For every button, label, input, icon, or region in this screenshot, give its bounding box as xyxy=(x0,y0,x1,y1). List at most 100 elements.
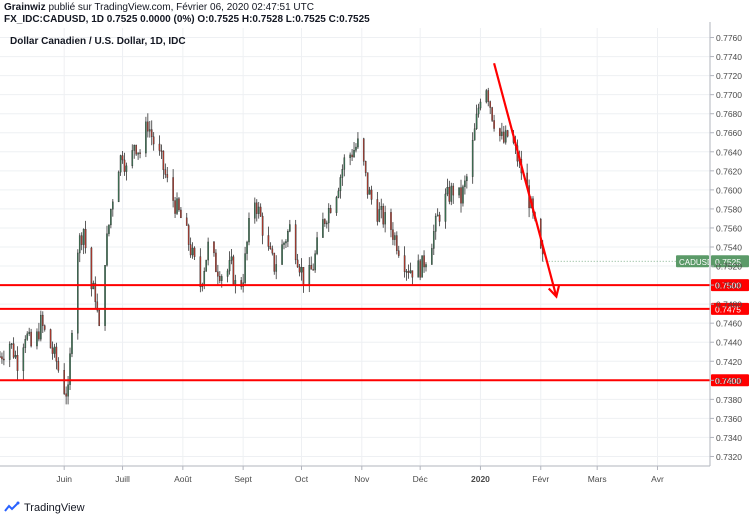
candle-body xyxy=(112,201,114,210)
candle-body xyxy=(300,267,303,273)
candle-body xyxy=(117,171,120,203)
candle-body xyxy=(314,253,316,271)
candle-body xyxy=(106,233,108,266)
x-tick-label: Juill xyxy=(115,474,130,484)
candle-body xyxy=(257,206,260,214)
candle-body xyxy=(473,128,476,141)
candle-body xyxy=(22,347,25,371)
candle-body xyxy=(38,331,40,340)
candle-body xyxy=(438,214,441,222)
candle-body xyxy=(368,189,371,195)
x-tick-label: Mars xyxy=(588,474,607,484)
candle-body xyxy=(135,145,137,155)
candle-body xyxy=(397,250,400,256)
candle-body xyxy=(137,152,139,155)
candle-body xyxy=(178,198,180,211)
x-tick-label: Févr xyxy=(532,474,549,484)
candle-body xyxy=(493,120,495,129)
candle-body xyxy=(78,235,81,254)
author-name[interactable]: Grainwiz xyxy=(4,2,46,13)
candle-body xyxy=(287,231,289,242)
candle-body xyxy=(90,247,93,290)
candle-body xyxy=(164,169,167,175)
candle-body xyxy=(12,343,15,358)
candle-body xyxy=(0,356,1,358)
candle-body xyxy=(176,198,178,214)
price-tag xyxy=(711,279,749,292)
candle-body xyxy=(444,193,447,222)
candle-body xyxy=(71,332,73,354)
candle-body xyxy=(145,121,147,154)
candle-body xyxy=(121,155,124,161)
candle-body xyxy=(193,247,196,257)
candle-body xyxy=(82,228,85,245)
candle-body xyxy=(362,138,365,162)
price-tag-label: 0.7400 xyxy=(715,376,741,386)
candle-body xyxy=(325,222,328,225)
candle-body xyxy=(191,247,194,256)
candle-body xyxy=(434,215,437,232)
candle-body xyxy=(65,393,67,397)
candle-body xyxy=(351,154,353,158)
chart-title: Dollar Canadien / U.S. Dollar, 1D, IDC xyxy=(10,36,186,47)
candle-body xyxy=(417,260,420,278)
y-tick-label: 0.7340 xyxy=(716,433,742,443)
candle-body xyxy=(160,150,163,152)
candle-body xyxy=(477,107,480,115)
candle-body xyxy=(339,177,342,192)
candle-body xyxy=(77,252,79,334)
arrow-shaft[interactable] xyxy=(493,62,558,297)
y-tick-label: 0.7660 xyxy=(716,128,742,138)
candle-body xyxy=(69,353,71,385)
candle-body xyxy=(403,255,406,272)
time-axis[interactable]: Juin Juill Août Sept Oct Nov Déc 2020 Févr Mars Av… xyxy=(0,465,710,484)
candle-body xyxy=(55,346,58,362)
tradingview-logo-icon[interactable] xyxy=(4,501,20,515)
arrow-head[interactable] xyxy=(547,285,561,299)
candle-body xyxy=(302,267,305,286)
y-tick-label: 0.7560 xyxy=(716,223,742,233)
symbol-tag-label: CADUSD xyxy=(679,258,713,267)
current-price-tag xyxy=(711,255,749,268)
candle-body xyxy=(205,259,207,272)
x-tick-label: Août xyxy=(174,474,192,484)
current-price-label: 0.7525 xyxy=(715,257,741,267)
candle-body xyxy=(322,219,324,238)
y-tick-label: 0.7760 xyxy=(716,33,742,43)
candle-body xyxy=(378,209,381,222)
candle-body xyxy=(405,271,408,273)
brand-name[interactable]: TradingView xyxy=(24,502,85,514)
support-lines[interactable]: 0.7500 0.7475 0.7400 CADUSD 0.7525 xyxy=(0,255,749,387)
candle-body xyxy=(269,246,272,250)
candle-body xyxy=(166,174,169,178)
candle-body xyxy=(421,255,423,278)
y-tick-label: 0.7600 xyxy=(716,185,742,195)
candle-body xyxy=(261,215,264,236)
candle-body xyxy=(49,329,52,349)
trend-arrow[interactable] xyxy=(493,62,561,299)
candle-body xyxy=(14,355,17,358)
candle-body xyxy=(162,150,165,170)
candle-body xyxy=(104,265,106,326)
candle-body xyxy=(316,237,318,254)
candle-body xyxy=(450,185,453,202)
price-tag-label: 0.7500 xyxy=(715,281,741,291)
candle-body xyxy=(431,248,433,265)
price-tag-label: 0.7475 xyxy=(715,304,741,314)
chart-header: Grainwiz publié sur TradingView.com, Fév… xyxy=(4,2,370,26)
candle-body xyxy=(499,128,501,136)
candle-body xyxy=(123,159,126,172)
candle-body xyxy=(189,244,192,256)
x-tick-label: 2020 xyxy=(471,474,490,484)
candle-body xyxy=(180,209,182,219)
candle-body xyxy=(51,347,54,354)
candle-body xyxy=(232,256,235,285)
price-axis[interactable]: 0.7320 0.7340 0.7360 0.7380 0.7400 0.7420 0.74… xyxy=(709,22,742,466)
candle-body xyxy=(366,172,369,195)
candle-body xyxy=(267,235,270,247)
candle-body xyxy=(10,343,13,345)
y-tick-label: 0.7320 xyxy=(716,452,742,462)
y-tick-label: 0.7620 xyxy=(716,166,742,176)
candle-body xyxy=(394,235,396,240)
